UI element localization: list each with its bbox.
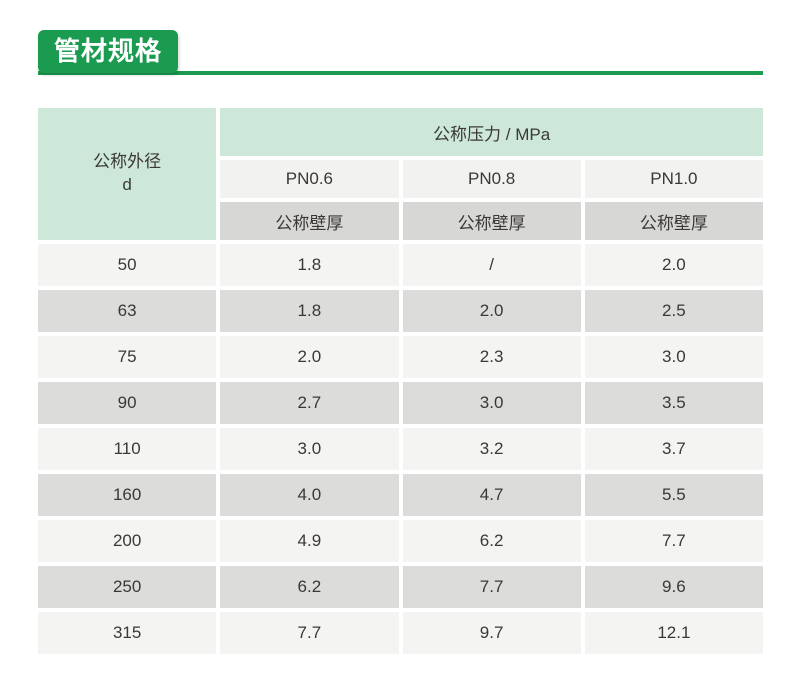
value-cell: 9.7 xyxy=(402,612,581,654)
table-header-row-wall-thickness: 公称壁厚 公称壁厚 公称壁厚 xyxy=(38,202,763,240)
table-row: 110 3.0 3.2 3.7 xyxy=(38,428,763,470)
corner-header-line2: d xyxy=(122,175,132,194)
table-row: 250 6.2 7.7 9.6 xyxy=(38,566,763,608)
value-cell: 12.1 xyxy=(584,612,763,654)
section-title-badge: 管材规格 xyxy=(38,30,179,73)
table-row: 63 1.8 2.0 2.5 xyxy=(38,290,763,332)
value-cell: / xyxy=(402,244,581,286)
col-subheader-wall-thickness-pn0.8: 公称壁厚 xyxy=(402,202,581,240)
diameter-cell: 50 xyxy=(38,244,217,286)
value-cell: 1.8 xyxy=(220,244,399,286)
value-cell: 7.7 xyxy=(402,566,581,608)
diameter-cell: 90 xyxy=(38,382,217,424)
diameter-cell: 63 xyxy=(38,290,217,332)
col-header-nominal-pressure: 公称压力 / MPa xyxy=(220,108,763,156)
diameter-cell: 75 xyxy=(38,336,217,378)
section-title-text: 管材规格 xyxy=(54,36,163,66)
diameter-cell: 200 xyxy=(38,520,217,562)
diameter-cell: 160 xyxy=(38,474,217,516)
col-header-pn0.6: PN0.6 xyxy=(220,160,399,198)
col-header-nominal-outer-diameter: 公称外径 d xyxy=(38,108,217,240)
table-row: 90 2.7 3.0 3.5 xyxy=(38,382,763,424)
value-cell: 2.0 xyxy=(402,290,581,332)
value-cell: 3.0 xyxy=(220,428,399,470)
title-underline-rule xyxy=(38,71,763,75)
col-header-pn0.8: PN0.8 xyxy=(402,160,581,198)
value-cell: 4.7 xyxy=(402,474,581,516)
value-cell: 2.3 xyxy=(402,336,581,378)
value-cell: 9.6 xyxy=(584,566,763,608)
diameter-cell: 250 xyxy=(38,566,217,608)
value-cell: 1.8 xyxy=(220,290,399,332)
table-header-row-top: 公称外径 d 公称压力 / MPa xyxy=(38,108,763,240)
value-cell: 3.0 xyxy=(402,382,581,424)
pipe-spec-table: 公称外径 d 公称压力 / MPa PN0.6 PN0.8 PN1.0 公称壁厚… xyxy=(34,104,767,658)
diameter-cell: 315 xyxy=(38,612,217,654)
col-subheader-wall-thickness-pn1.0: 公称壁厚 xyxy=(584,202,763,240)
value-cell: 7.7 xyxy=(220,612,399,654)
value-cell: 6.2 xyxy=(220,566,399,608)
value-cell: 2.7 xyxy=(220,382,399,424)
table-row: 200 4.9 6.2 7.7 xyxy=(38,520,763,562)
value-cell: 4.9 xyxy=(220,520,399,562)
table-row: 75 2.0 2.3 3.0 xyxy=(38,336,763,378)
value-cell: 3.0 xyxy=(584,336,763,378)
value-cell: 2.0 xyxy=(220,336,399,378)
value-cell: 4.0 xyxy=(220,474,399,516)
value-cell: 7.7 xyxy=(584,520,763,562)
value-cell: 3.2 xyxy=(402,428,581,470)
value-cell: 2.5 xyxy=(584,290,763,332)
value-cell: 6.2 xyxy=(402,520,581,562)
table-row: 160 4.0 4.7 5.5 xyxy=(38,474,763,516)
table-row: 50 1.8 / 2.0 xyxy=(38,244,763,286)
section-header: 管材规格 xyxy=(38,30,763,75)
table-row: 315 7.7 9.7 12.1 xyxy=(38,612,763,654)
value-cell: 2.0 xyxy=(584,244,763,286)
corner-header-line1: 公称外径 xyxy=(93,152,162,172)
table-header-row-pn: PN0.6 PN0.8 PN1.0 xyxy=(38,160,763,198)
col-header-pn1.0: PN1.0 xyxy=(584,160,763,198)
value-cell: 5.5 xyxy=(584,474,763,516)
value-cell: 3.5 xyxy=(584,382,763,424)
col-subheader-wall-thickness-pn0.6: 公称壁厚 xyxy=(220,202,399,240)
value-cell: 3.7 xyxy=(584,428,763,470)
diameter-cell: 110 xyxy=(38,428,217,470)
